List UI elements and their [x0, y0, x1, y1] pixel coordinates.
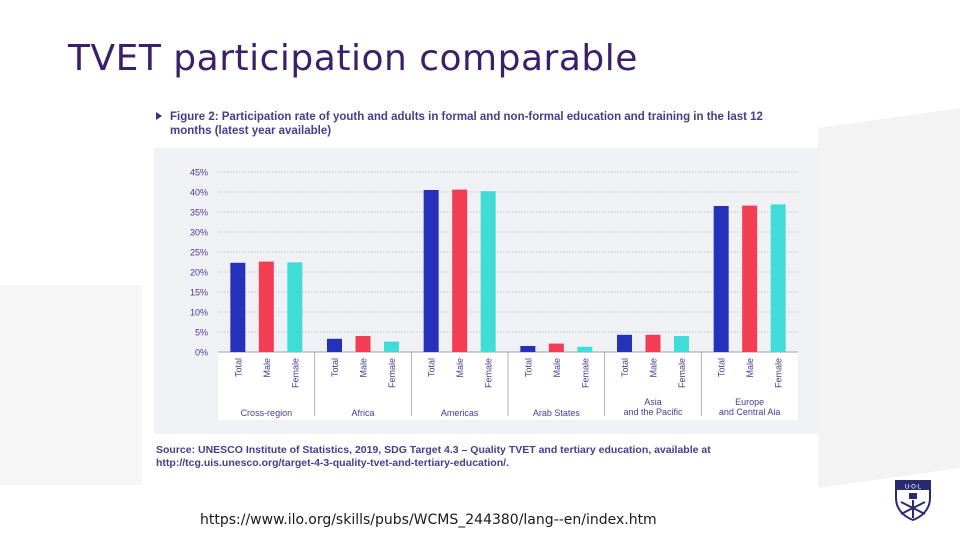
bar — [480, 191, 496, 352]
y-tick-label: 45% — [190, 168, 208, 178]
bar — [645, 334, 661, 352]
bar-category-label: Female — [484, 358, 494, 388]
bar — [327, 338, 342, 352]
y-tick-label: 35% — [190, 208, 208, 218]
y-tick-label: 20% — [190, 268, 208, 278]
bar — [384, 341, 399, 352]
bar-chart: 0% 5% 10% 15% 20% 25% 30% 35% 40% 45% Total Male Fem… — [190, 168, 798, 420]
y-tick-label: 30% — [190, 228, 208, 238]
bar-category-label: Male — [455, 358, 465, 378]
bar — [770, 204, 786, 352]
figure-caption-text: Figure 2: Participation rate of youth an… — [170, 111, 763, 137]
group-label: and the Pacific — [623, 407, 683, 417]
figure-source: Source: UNESCO Institute of Statistics, … — [156, 444, 711, 469]
group-label: and Central Aia — [719, 407, 781, 417]
bar — [258, 261, 274, 352]
y-tick-label: 10% — [190, 308, 208, 318]
bar-category-label: Female — [290, 358, 300, 388]
bar-category-label: Total — [717, 358, 727, 377]
bar-category-label: Total — [523, 358, 533, 377]
group-label: Europe — [735, 397, 764, 407]
group-label: Americas — [441, 408, 479, 418]
bar — [742, 205, 758, 352]
bar — [548, 343, 564, 352]
group-label: Cross-region — [241, 408, 293, 418]
bar — [520, 346, 536, 352]
bar — [423, 190, 439, 352]
bar — [617, 334, 632, 352]
group-label: Asia — [644, 397, 662, 407]
bar — [355, 336, 371, 352]
bar-category-label: Male — [649, 358, 659, 378]
group-label: Africa — [351, 408, 374, 418]
bar-category-label: Female — [580, 358, 590, 388]
y-tick-label: 15% — [190, 288, 208, 298]
university-crest-icon: U·O·L — [893, 478, 933, 522]
bar — [577, 346, 593, 352]
figure-caption: Figure 2: Participation rate of youth an… — [156, 110, 796, 138]
bar-category-label: Total — [330, 358, 340, 377]
bar-category-label: Total — [233, 358, 243, 377]
logo-text: U·O·L — [905, 484, 922, 491]
y-tick-label: 5% — [195, 328, 208, 338]
bar-category-label: Male — [745, 358, 755, 378]
group-label: Arab States — [533, 408, 581, 418]
figure-card: Figure 2: Participation rate of youth an… — [142, 100, 818, 500]
y-tick-label: 40% — [190, 188, 208, 198]
bar-category-label: Female — [677, 358, 687, 388]
play-arrow-icon — [156, 112, 162, 120]
background-shape — [0, 285, 160, 485]
y-tick-label: 25% — [190, 248, 208, 258]
chart-panel: 0% 5% 10% 15% 20% 25% 30% 35% 40% 45% Total Male Fem… — [154, 148, 818, 434]
y-tick-label: 0% — [195, 348, 208, 358]
bar-category-label: Male — [359, 358, 369, 378]
bar — [287, 262, 303, 352]
bar-category-label: Female — [387, 358, 397, 388]
bar — [452, 189, 468, 352]
reference-url[interactable]: https://www.ilo.org/skills/pubs/WCMS_244… — [200, 512, 657, 528]
bar — [230, 262, 246, 352]
bar-category-label: Total — [620, 358, 630, 377]
slide-title: TVET participation comparable — [68, 38, 638, 79]
bar — [674, 336, 689, 352]
bar-category-label: Male — [552, 358, 562, 378]
bar-category-label: Male — [262, 358, 272, 378]
bar — [713, 206, 729, 352]
bar-category-label: Total — [427, 358, 437, 377]
bar-category-label: Female — [774, 358, 784, 388]
